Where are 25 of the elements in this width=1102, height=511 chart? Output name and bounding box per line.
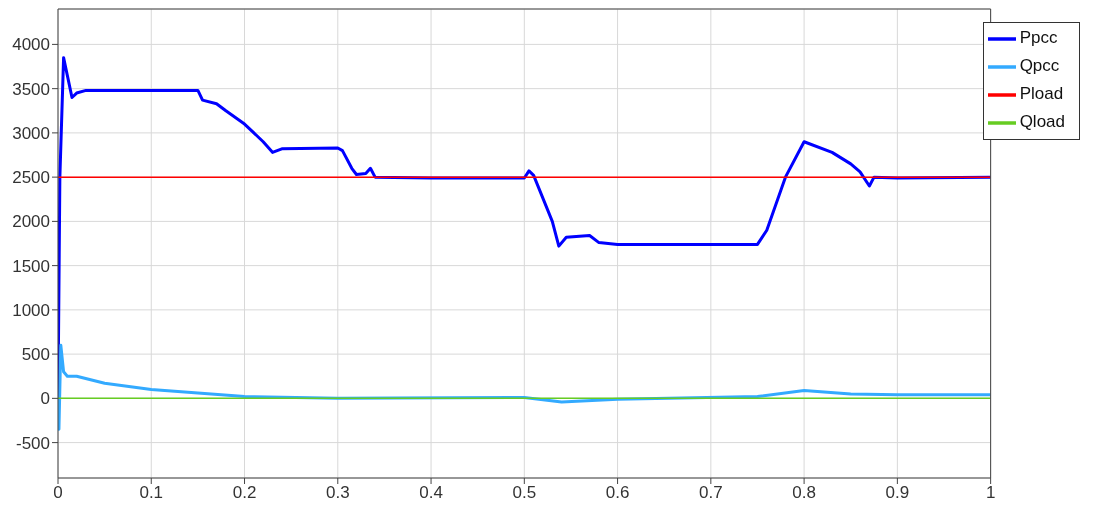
x-tick-label: 0.5 <box>512 483 537 503</box>
x-tick-label: 1 <box>985 483 996 503</box>
x-tick-label: 0.6 <box>605 483 630 503</box>
legend-label: Pload <box>1019 84 1064 104</box>
legend-label: Qpcc <box>1019 56 1060 76</box>
x-tick-label: 0.3 <box>325 483 350 503</box>
x-tick-label: 0.9 <box>885 483 910 503</box>
y-tick-label: 1000 <box>12 300 50 320</box>
x-tick-label: 0 <box>53 483 63 503</box>
y-tick-label: 500 <box>21 345 50 365</box>
x-tick-label: 0.1 <box>139 483 164 503</box>
y-tick-label: 4000 <box>12 35 50 55</box>
x-tick-label: 0.2 <box>232 483 257 503</box>
y-tick-label: 1500 <box>12 256 50 276</box>
y-tick-label: 3000 <box>12 123 50 143</box>
y-tick-label: 2000 <box>12 212 50 232</box>
legend-label: Ppcc <box>1019 28 1058 48</box>
x-tick-label: 0.8 <box>792 483 816 503</box>
x-tick-label: 0.7 <box>699 483 723 503</box>
x-tick-label: 0.4 <box>419 483 443 503</box>
y-tick-label: 2500 <box>12 168 50 188</box>
legend-label: Qload <box>1019 112 1065 132</box>
y-tick-label: 0 <box>40 389 50 409</box>
y-tick-label: 3500 <box>12 79 50 99</box>
y-tick-label: -500 <box>15 433 50 453</box>
